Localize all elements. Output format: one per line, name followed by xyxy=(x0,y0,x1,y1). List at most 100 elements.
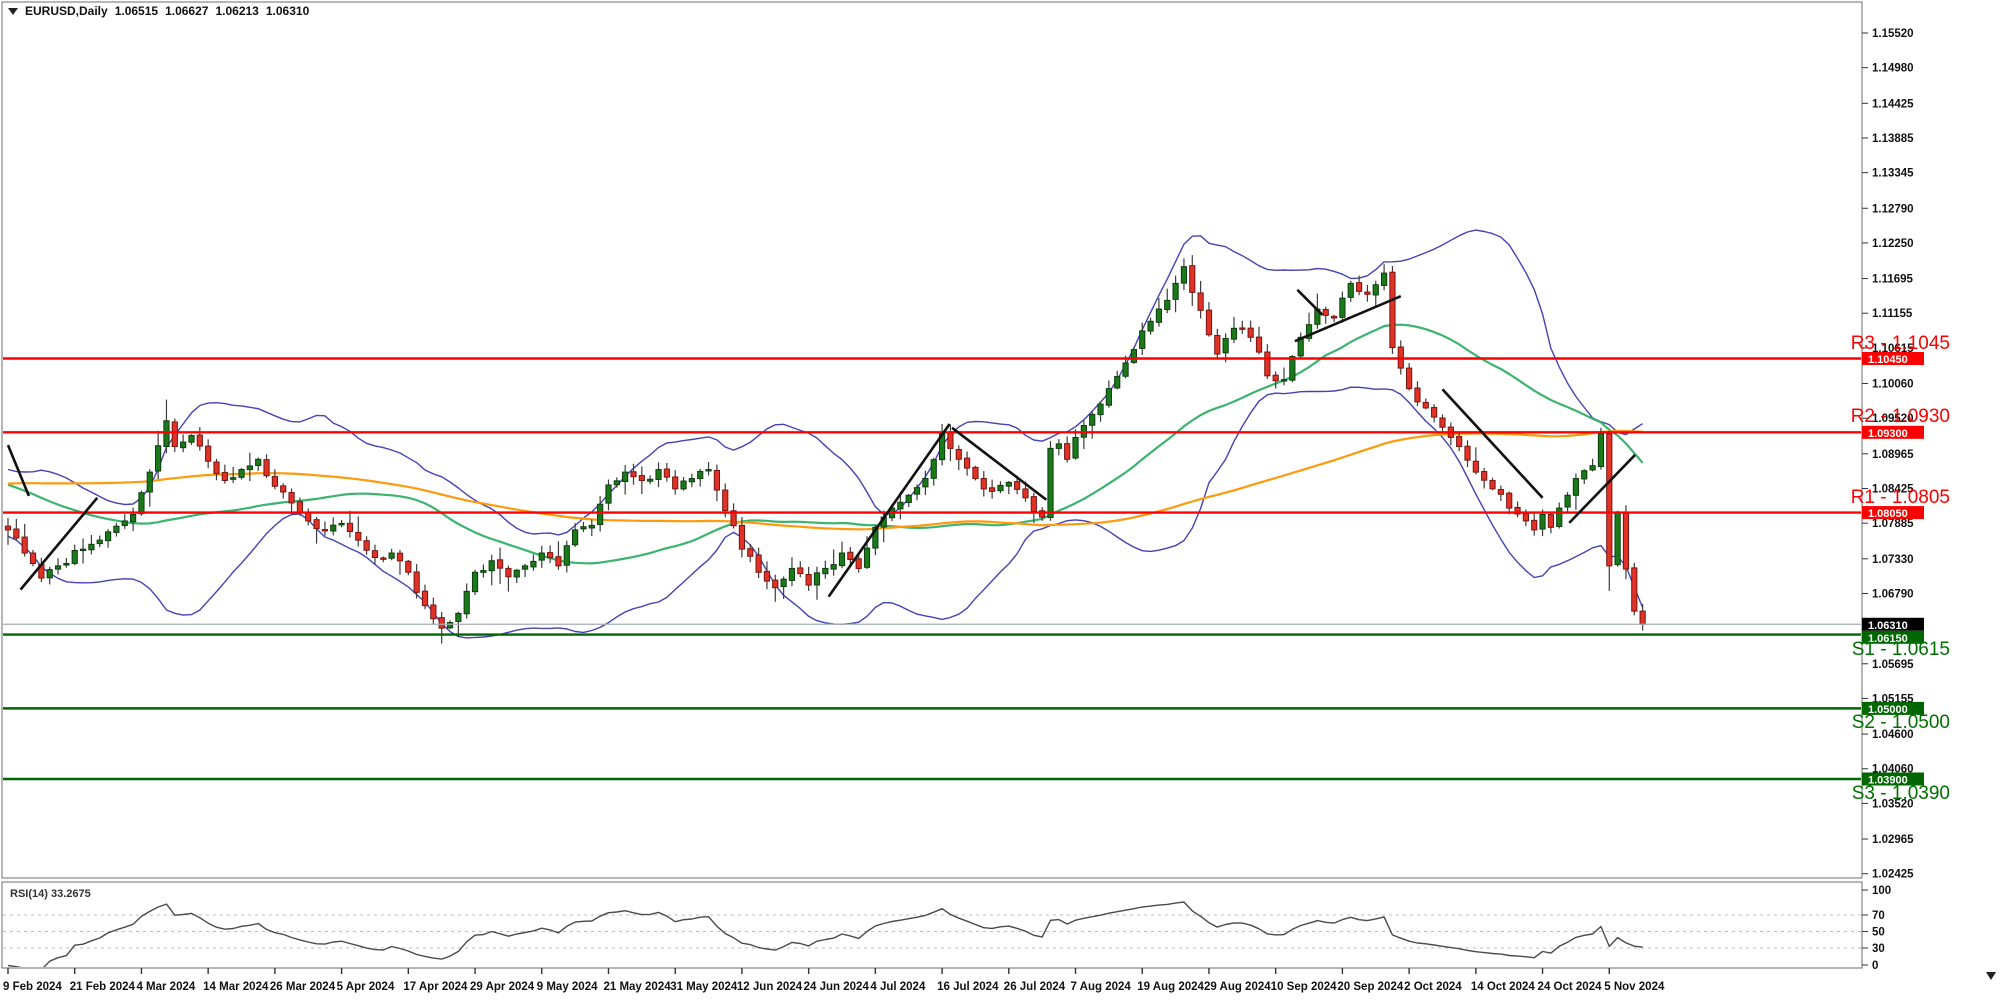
bear-candle xyxy=(847,551,854,561)
candles-layer xyxy=(4,255,1646,644)
bull-candle xyxy=(622,471,629,483)
bull-candle xyxy=(46,569,53,579)
trendlines-layer[interactable] xyxy=(6,288,1637,598)
price-tick-label: 1.05695 xyxy=(1872,659,1914,671)
bull-candle xyxy=(455,612,462,622)
bear-candle xyxy=(755,554,762,573)
bull-candle xyxy=(680,480,687,490)
price-tick-label: 1.14980 xyxy=(1872,63,1914,75)
bear-candle xyxy=(305,512,312,522)
bull-candle xyxy=(121,520,128,526)
bull-candle xyxy=(613,480,620,486)
rsi-panel[interactable] xyxy=(1,881,1863,969)
bear-candle xyxy=(321,529,329,532)
bull-candle xyxy=(913,487,921,495)
resistance-badge-r3-text: 1.10450 xyxy=(1868,354,1908,366)
trendline[interactable] xyxy=(1296,288,1324,316)
label-r1: R1 - 1.0805 xyxy=(1850,487,1950,508)
bull-candle xyxy=(71,549,78,564)
bear-candle xyxy=(1022,488,1029,499)
rsi-tick-label: 100 xyxy=(1872,885,1891,897)
time-axis[interactable]: 9 Feb 2024 21 Feb 2024 4 Mar 2024 14 Mar 20… xyxy=(3,968,1996,993)
date-tick-label: 21 May 2024 xyxy=(603,981,671,993)
price-tick-label: 1.13885 xyxy=(1872,133,1914,145)
date-tick-label: 9 Feb 2024 xyxy=(3,981,62,993)
resistance-badge-r1 xyxy=(1862,506,1924,520)
label-r3: R3 - 1.1045 xyxy=(1850,333,1950,354)
bull-candle xyxy=(1072,436,1079,459)
bear-candle xyxy=(964,457,971,469)
trendline[interactable] xyxy=(19,496,99,591)
bear-candle xyxy=(380,557,387,560)
bull-candle xyxy=(330,524,337,532)
bull-candle xyxy=(480,570,487,573)
trendline[interactable] xyxy=(6,444,31,497)
bull-candle xyxy=(572,529,579,546)
price-tick-label: 1.13345 xyxy=(1872,168,1914,180)
trendline[interactable] xyxy=(827,423,951,598)
bull-candle xyxy=(1155,308,1163,323)
resistance-badge-r2-text: 1.09300 xyxy=(1868,428,1908,440)
bull-candle xyxy=(930,459,937,479)
bull-candle xyxy=(246,465,253,471)
bull-candle xyxy=(1539,514,1546,530)
bear-candle xyxy=(496,559,504,569)
bull-candle xyxy=(138,492,145,515)
price-tick-label: 1.11695 xyxy=(1872,274,1914,286)
bear-candle xyxy=(1330,315,1338,319)
bear-candle xyxy=(1489,480,1496,490)
bull-candle xyxy=(1147,320,1154,332)
bull-candle xyxy=(96,539,103,545)
bull-candle xyxy=(813,572,821,586)
bear-candle xyxy=(1205,309,1213,336)
trendline[interactable] xyxy=(951,426,1048,501)
bear-candle xyxy=(1531,519,1538,531)
bull-candle xyxy=(1589,465,1596,471)
bear-candle xyxy=(271,476,278,487)
bull-candle xyxy=(1597,433,1605,468)
date-tick-label: 2 Oct 2024 xyxy=(1404,981,1462,993)
current-price-badge xyxy=(1862,617,1924,631)
trendline[interactable] xyxy=(1294,295,1402,343)
date-tick-label: 31 May 2024 xyxy=(670,981,738,993)
bear-candle xyxy=(1355,282,1363,292)
bear-candle xyxy=(205,445,212,462)
price-axis[interactable]: 1.15520 1.14980 1.14425 1.13885 1.13345 1.127… xyxy=(1862,28,1924,972)
bear-candle xyxy=(797,567,804,575)
rsi-tick-label: 50 xyxy=(1872,927,1885,939)
bear-candle xyxy=(663,468,670,478)
bear-candle xyxy=(989,487,996,492)
bear-candle xyxy=(296,501,303,513)
current-price-badge-text: 1.06310 xyxy=(1868,620,1908,632)
bull-candle xyxy=(788,567,796,581)
bear-candle xyxy=(1064,443,1071,460)
bull-candle xyxy=(1172,282,1179,300)
bear-candle xyxy=(1431,406,1438,418)
bull-candle xyxy=(471,571,479,593)
price-tick-label: 1.12790 xyxy=(1872,203,1914,215)
dropdown-arrow-icon[interactable] xyxy=(8,7,18,15)
bollinger-upper-band xyxy=(7,229,1643,536)
bear-candle xyxy=(430,604,437,620)
bear-candle xyxy=(1631,567,1638,612)
price-tick-label: 1.10615 xyxy=(1872,343,1914,355)
trendline[interactable] xyxy=(1441,388,1544,499)
price-tick-label: 1.02425 xyxy=(1872,869,1914,881)
support-resistance-lines[interactable] xyxy=(3,357,1861,781)
price-tick-label: 1.04600 xyxy=(1872,729,1914,741)
date-tick-label: 29 Aug 2024 xyxy=(1204,981,1271,993)
bear-candle xyxy=(1464,445,1471,461)
bear-candle xyxy=(763,570,771,582)
price-tick-label: 1.14425 xyxy=(1872,98,1914,110)
rsi-line xyxy=(7,901,1643,967)
scroll-end-icon[interactable] xyxy=(1986,972,1996,980)
main-chart-panel[interactable] xyxy=(1,1,1863,879)
date-tick-label: 21 Feb 2024 xyxy=(70,981,136,993)
ohlc-low: 1.06213 xyxy=(215,4,259,18)
bull-candle xyxy=(563,545,570,566)
bollinger-lower-band xyxy=(7,386,1644,639)
bear-candle xyxy=(1214,334,1221,355)
trendline[interactable] xyxy=(1568,453,1637,524)
label-s1: S1 - 1.0615 xyxy=(1851,639,1950,660)
bear-candle xyxy=(1606,433,1613,567)
